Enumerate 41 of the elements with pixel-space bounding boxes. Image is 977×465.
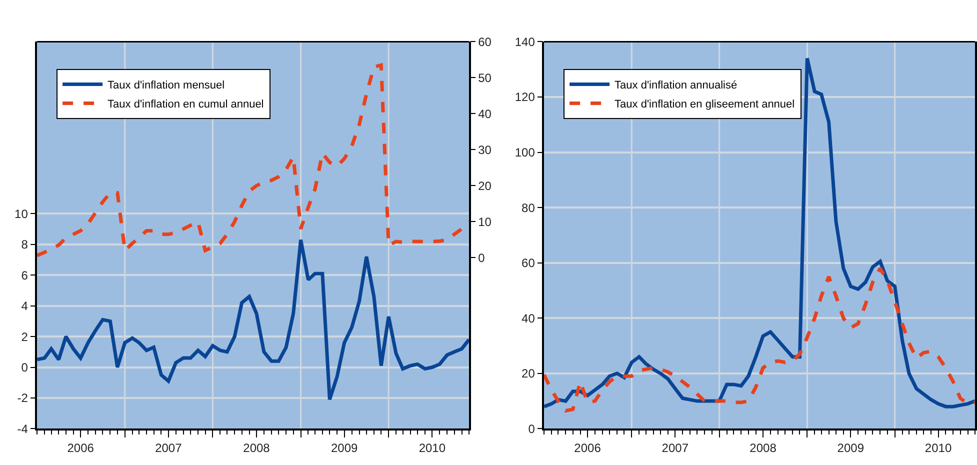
y-tick-label: 80 [522,200,536,215]
y-tick-label: -2 [17,391,28,406]
line-series [37,63,469,258]
x-tick-label: 2008 [750,440,777,455]
x-tick-label: 2007 [662,440,689,455]
x-tick-label: 2008 [243,440,270,455]
legend-label: Taux d'inflation mensuel [108,80,225,92]
y2-tick-label: 60 [478,34,492,49]
line-series [544,266,975,412]
y-tick-label: 140 [514,34,536,49]
legend-label: Taux d'inflation en gliseement annuel [614,98,795,111]
x-tick-label: 2009 [330,440,358,455]
y-tick-label: 60 [522,256,536,270]
y-tick-label: 0 [528,422,536,436]
y-tick-label: 6 [21,268,28,282]
y2-tick-label: 20 [478,178,492,193]
y2-tick-label: 0 [478,250,486,265]
x-tick-label: 2006 [67,440,94,455]
y-tick-label: 8 [21,238,28,252]
y2-tick-label: 10 [478,214,492,229]
line-series [544,56,975,408]
y-tick-label: 120 [514,90,536,104]
x-tick-label: 2007 [155,440,182,455]
y2-tick-label: 50 [478,70,492,85]
y-tick-label: 0 [21,360,28,374]
y-tick-label: 100 [514,145,536,160]
x-tick-label: 2006 [574,440,602,455]
legend-label: Taux d'inflation annualisé [614,80,738,92]
y-tick-label: 2 [21,330,28,344]
y-tick-label: 40 [522,311,536,326]
y-tick-label: -4 [17,422,28,436]
x-tick-label: 2009 [837,440,864,455]
x-tick-label: 2010 [924,440,952,455]
y2-tick-label: 40 [478,106,492,121]
x-tick-label: 2010 [418,440,446,455]
y-tick-label: 10 [14,206,28,221]
y-tick-label: 20 [522,366,536,381]
y2-tick-label: 30 [478,142,492,157]
y-tick-label: 4 [21,299,28,314]
line-series [37,238,469,402]
legend-label: Taux d'inflation en cumul annuel [108,98,264,111]
